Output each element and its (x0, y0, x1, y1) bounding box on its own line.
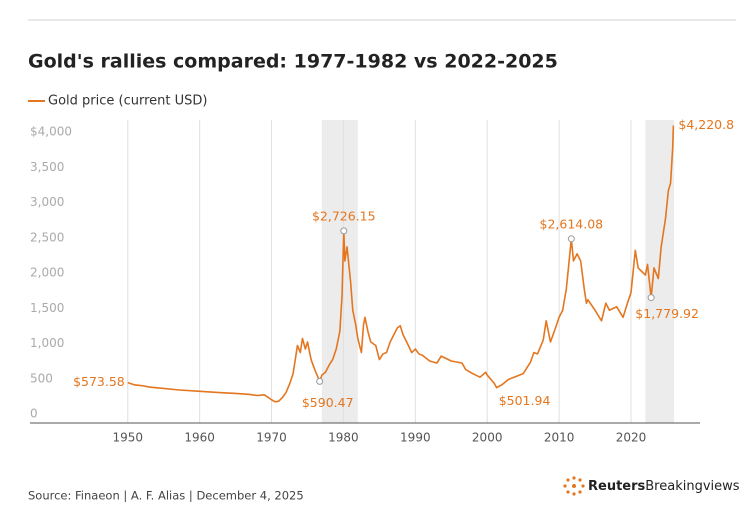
y-tick-label: 0 (30, 407, 38, 421)
x-tick-label: 1960 (184, 431, 215, 445)
annotation-marker (647, 294, 655, 302)
source: Source: Finaeon | A. F. Alias | December… (28, 489, 304, 503)
y-tick-label: 2,000 (30, 266, 64, 280)
annotation-label: $1,779.92 (635, 306, 699, 321)
x-tick-label: 1990 (400, 431, 431, 445)
highlight-band (321, 120, 358, 423)
y-tick-label: 1,500 (30, 301, 64, 315)
y-tick-label: 2,500 (30, 230, 64, 244)
series-line (127, 125, 675, 403)
annotation-label: $573.58 (73, 374, 125, 389)
logo-brand: Reuters (588, 479, 646, 494)
y-tick-label: $4,000 (30, 125, 72, 139)
y-tick-label: 3,500 (30, 160, 64, 174)
y-tick-label: 1,000 (30, 336, 64, 350)
logo-sub: Breakingviews (645, 479, 740, 494)
x-tick-label: 1950 (112, 431, 143, 445)
annotation-marker (340, 227, 348, 235)
legend-label: Gold price (current USD) (48, 94, 207, 109)
annotation-marker (567, 235, 575, 243)
logo: ReutersBreakingviews (588, 479, 740, 494)
x-tick-label: 2010 (544, 431, 575, 445)
y-tick-label: 3,000 (30, 195, 64, 209)
annotation-label: $2,726.15 (312, 208, 376, 223)
x-tick-label: 2020 (616, 431, 647, 445)
annotation-label: $590.47 (302, 395, 354, 410)
annotation-marker (316, 377, 324, 385)
x-tick-label: 1980 (328, 431, 359, 445)
annotation-label: $4,220.8 (678, 117, 734, 132)
logo-icon (563, 476, 585, 496)
y-tick-label: 500 (30, 371, 53, 385)
annotation-label: $501.94 (499, 393, 551, 408)
x-tick-label: 1970 (256, 431, 287, 445)
annotation-label: $2,614.08 (540, 216, 604, 231)
x-tick-label: 2000 (472, 431, 503, 445)
chart-title: Gold's rallies compared: 1977-1982 vs 20… (28, 51, 558, 73)
